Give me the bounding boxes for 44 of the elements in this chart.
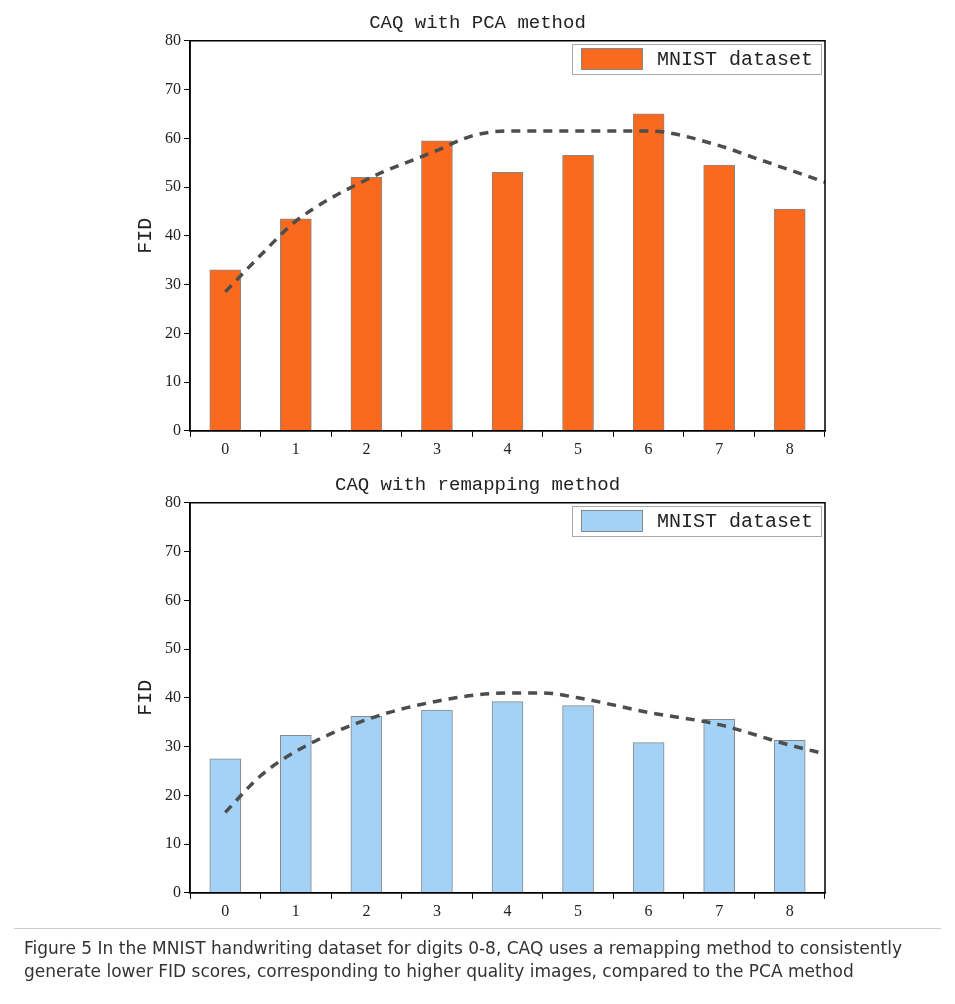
legend-label: MNIST dataset bbox=[657, 509, 814, 533]
y-tick-label: 80 bbox=[165, 31, 181, 48]
y-tick-label: 30 bbox=[165, 736, 181, 754]
y-tick-label: 0 bbox=[173, 883, 181, 900]
y-tick-label: 70 bbox=[165, 541, 181, 559]
x-tick-label: 6 bbox=[644, 901, 653, 919]
x-tick-label: 3 bbox=[432, 439, 441, 457]
x-tick-label: 3 bbox=[432, 901, 441, 919]
y-tick-label: 60 bbox=[165, 590, 181, 608]
x-tick-label: 0 bbox=[221, 439, 230, 457]
chart-title: CAQ with PCA method bbox=[369, 12, 586, 35]
x-tick-label: 5 bbox=[574, 439, 583, 457]
x-tick-label: 4 bbox=[503, 439, 512, 457]
x-tick-label: 6 bbox=[644, 439, 653, 457]
y-tick-label: 20 bbox=[165, 323, 181, 341]
y-tick-label: 40 bbox=[165, 226, 181, 243]
y-tick-label: 40 bbox=[165, 688, 181, 705]
y-tick-label: 30 bbox=[165, 274, 181, 292]
x-tick-label: 8 bbox=[785, 901, 794, 919]
x-tick-label: 8 bbox=[785, 439, 794, 457]
x-tick-label: 7 bbox=[715, 901, 724, 919]
y-tick-label: 50 bbox=[165, 639, 181, 657]
line-series bbox=[223, 129, 825, 294]
x-tick-label: 7 bbox=[715, 439, 724, 457]
y-tick-label: 80 bbox=[165, 493, 181, 510]
y-axis-title: FID bbox=[134, 217, 158, 254]
y-tick-label: 60 bbox=[165, 128, 181, 146]
y-axis-title: FID bbox=[134, 679, 158, 716]
x-tick-label: 2 bbox=[362, 901, 371, 919]
x-tick-label: 0 bbox=[221, 901, 230, 919]
x-tick-label: 5 bbox=[574, 901, 583, 919]
y-tick-label: 10 bbox=[165, 834, 181, 852]
y-tick-label: 0 bbox=[173, 421, 181, 438]
x-tick-label: 4 bbox=[503, 901, 512, 919]
caption: Figure 5 In the MNIST handwriting dataset for digits 0-8, CAQ uses a remapping method to consistently generate lower FID scores, corresponding to higher quality images, compared to the PCA method bbox=[14, 928, 941, 991]
y-tick-label: 10 bbox=[165, 372, 181, 390]
x-tick-label: 1 bbox=[291, 901, 300, 919]
y-tick-label: 20 bbox=[165, 785, 181, 803]
x-tick-label: 2 bbox=[362, 439, 371, 457]
chart-title: CAQ with remapping method bbox=[334, 474, 621, 497]
y-tick-label: 50 bbox=[165, 177, 181, 195]
legend-label: MNIST dataset bbox=[657, 47, 814, 71]
y-tick-label: 70 bbox=[165, 79, 181, 97]
x-tick-label: 1 bbox=[291, 439, 300, 457]
